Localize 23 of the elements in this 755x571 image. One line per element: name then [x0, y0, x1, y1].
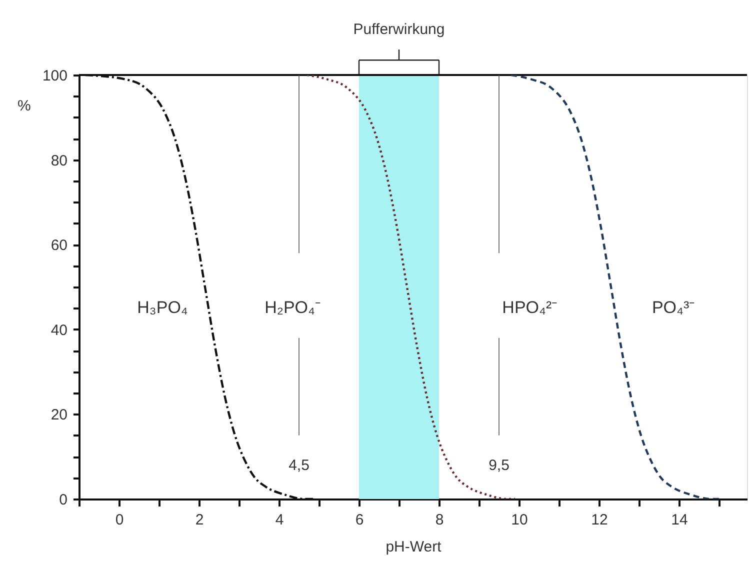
x-axis-title: pH-Wert	[386, 538, 442, 556]
annotation: HPO₄²⁻	[502, 298, 558, 318]
y-tick-label: 40	[50, 322, 68, 339]
annotation: PO₄³⁻	[652, 298, 696, 318]
x-tick-label: 8	[435, 512, 444, 528]
x-tick-label: 4	[275, 512, 284, 528]
band-label: Pufferwirkung	[353, 20, 445, 38]
x-tick-label: 2	[195, 512, 204, 528]
y-tick-label: 80	[50, 152, 68, 170]
x-tick-label: 0	[115, 512, 124, 528]
annotation: H₃PO₄	[137, 298, 188, 318]
y-tick-label: 20	[50, 406, 68, 424]
annotation: H₂PO₄⁻	[264, 298, 321, 318]
y-tick-label: 0	[59, 492, 68, 508]
y-axis-title: %	[18, 98, 31, 114]
x-tick-label: 14	[671, 512, 688, 528]
y-tick-label: 60	[50, 237, 68, 254]
x-tick-label: 10	[511, 512, 528, 528]
x-tick-label: 6	[355, 512, 364, 528]
ref-line-label: 9,5	[488, 457, 510, 474]
ref-line-label: 4,5	[288, 457, 310, 474]
x-tick-label: 12	[591, 512, 608, 528]
y-tick-label: 100	[42, 68, 68, 84]
